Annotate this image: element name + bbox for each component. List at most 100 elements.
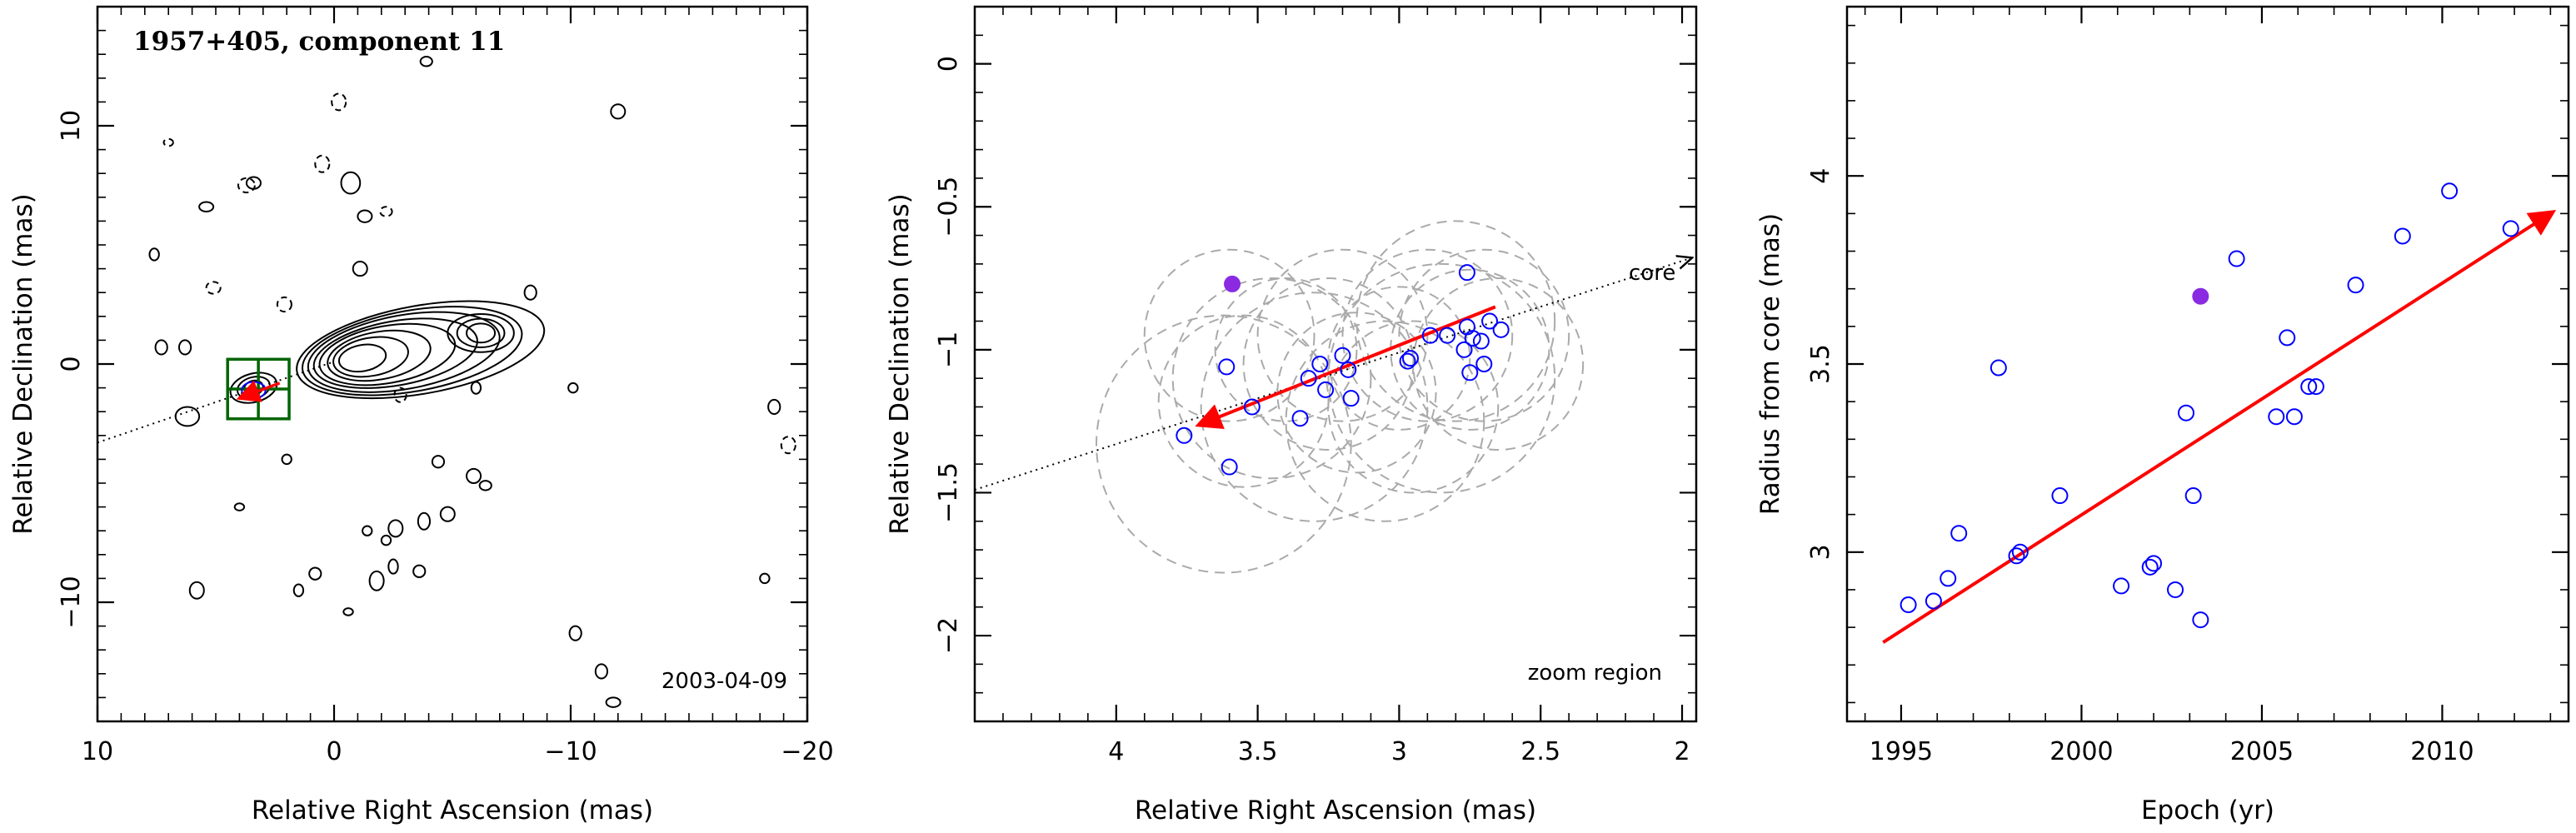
error-circles: [1096, 220, 1585, 574]
x-tick-label: −20: [781, 737, 833, 766]
contour-line: [456, 317, 506, 348]
contour-line: [312, 317, 478, 389]
data-point: [1989, 359, 2007, 377]
data-point: [2307, 378, 2324, 396]
data-point: [1455, 341, 1473, 358]
y-axis-title: Relative Declination (mas): [885, 193, 915, 535]
data-point: [2145, 555, 2163, 572]
data-point: [2184, 487, 2202, 505]
x-axis-title: Relative Right Ascension (mas): [1135, 796, 1536, 826]
contour-line: [327, 329, 432, 382]
contour-line: [568, 625, 582, 641]
x-tick-label: 2.5: [1520, 737, 1560, 766]
data-point: [1458, 264, 1475, 282]
x-tick-label: 10: [82, 737, 113, 766]
contour-line: [337, 343, 387, 373]
data-point: [1939, 570, 1957, 587]
contour-line: [245, 176, 262, 190]
data-point: [2228, 250, 2245, 267]
error-circle: [1285, 320, 1485, 522]
data-point: [1399, 352, 1416, 370]
data-point: [1925, 592, 1942, 610]
y-tick-label: −1: [934, 332, 963, 368]
contour-line: [605, 696, 622, 708]
plot-frame: [96, 5, 809, 723]
error-circle: [1214, 277, 1358, 422]
contour-line: [478, 480, 492, 491]
contour-line: [379, 206, 393, 217]
contour-line: [466, 322, 497, 344]
contour-line: [780, 436, 796, 455]
x-tick-label: −10: [544, 737, 597, 766]
contour-line: [340, 171, 362, 195]
contour-line: [357, 209, 373, 223]
y-axis-title: Radius from core (mas): [1755, 213, 1785, 515]
data-point: [1291, 410, 1309, 427]
contour-line: [233, 502, 246, 511]
contour-line: [301, 306, 523, 397]
contour-line: [387, 519, 404, 538]
contour-line: [412, 564, 427, 578]
x-tick-label: 4: [1108, 737, 1124, 766]
contour-line: [331, 92, 347, 112]
contour-line: [439, 506, 456, 522]
contour-line: [594, 663, 609, 680]
contour-line: [281, 453, 292, 466]
motion-arrow: [1195, 305, 1496, 430]
contour-line: [148, 247, 160, 262]
y-tick-label: 0: [57, 356, 86, 372]
contour-line: [523, 284, 537, 301]
y-axis-title: Relative Declination (mas): [8, 193, 38, 535]
outlier-point: [2192, 287, 2209, 305]
x-tick-label: 2010: [2410, 737, 2474, 766]
radius-epoch-panel: 1995 2000 2005 2010 3 3.5 4 Epoch (yr) Radius …: [1755, 5, 2570, 826]
plot-frame: [1845, 5, 2570, 723]
data-point: [1900, 596, 1917, 614]
error-circle: [1171, 277, 1372, 480]
data-point: [1464, 330, 1481, 347]
data-point: [1311, 356, 1329, 372]
data-point: [1461, 364, 1479, 382]
data-point: [1317, 381, 1335, 398]
data-point: [1492, 321, 1510, 338]
motion-arrow: [236, 380, 281, 402]
y-tick-label: −10: [57, 576, 86, 628]
error-circle: [1157, 314, 1330, 488]
contour-line: [466, 467, 482, 484]
contour-line: [362, 525, 373, 536]
data-point: [2113, 577, 2130, 595]
data-point: [2167, 581, 2184, 598]
contour-line: [188, 581, 205, 600]
x-tick-label: 2: [1674, 737, 1690, 766]
error-circle: [1412, 277, 1585, 451]
contour-line: [767, 398, 781, 416]
epoch-annotation: 2003-04-09: [661, 669, 787, 694]
contour-line: [174, 406, 201, 427]
contour-map: [148, 56, 796, 708]
outlier-point: [1224, 275, 1241, 292]
data-point: [2178, 404, 2195, 421]
data-point: [1950, 525, 1968, 542]
y-tick-label: 3: [1806, 544, 1835, 560]
data-point: [2300, 378, 2318, 396]
data-point: [1472, 332, 1490, 350]
y-tick-label: −0.5: [934, 177, 963, 237]
contour-line: [318, 322, 457, 387]
data-point: [1243, 398, 1261, 416]
contour-line: [567, 382, 579, 394]
x-tick-label: 3.5: [1238, 737, 1278, 766]
contour-line: [393, 387, 407, 403]
data-point: [1218, 358, 1236, 376]
error-circle: [1327, 286, 1471, 431]
core-label: core: [1629, 261, 1675, 286]
jet-axis-line: [975, 258, 1690, 491]
data-point: [1340, 361, 1357, 378]
contour-line: [308, 566, 322, 581]
error-circle: [1327, 320, 1500, 494]
contour-line: [307, 311, 501, 393]
contour-line: [342, 607, 354, 616]
x-tick-label: 2005: [2230, 737, 2294, 766]
contour-line: [198, 201, 215, 212]
trend-arrow: [1882, 210, 2557, 644]
